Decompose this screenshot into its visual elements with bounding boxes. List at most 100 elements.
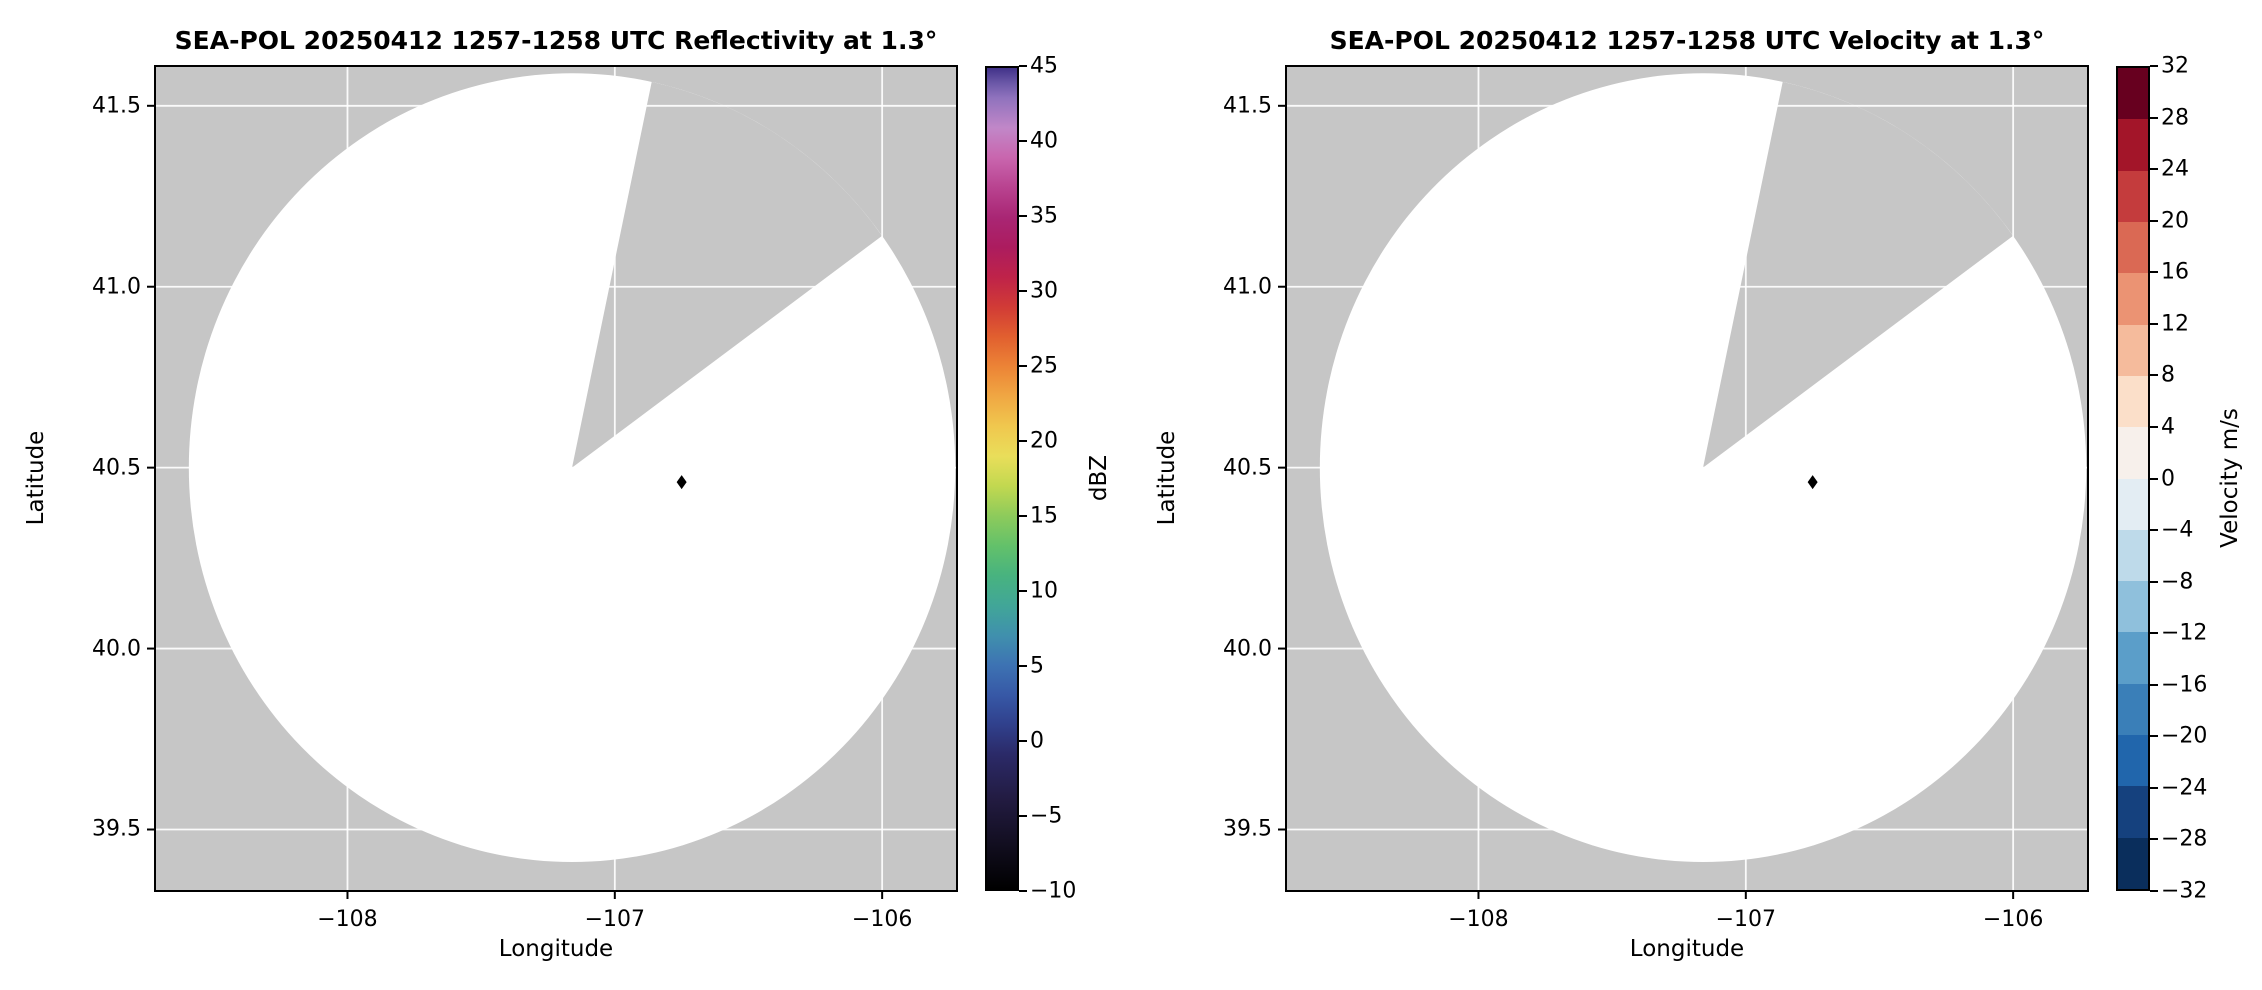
panel-title: SEA-POL 20250412 1257-1258 UTC Velocity … bbox=[1329, 26, 2045, 55]
x-axis-label: Longitude bbox=[498, 936, 614, 962]
colorbar-segment bbox=[2118, 273, 2148, 325]
site-marker bbox=[1807, 475, 1818, 490]
colorbar-tickmark bbox=[2150, 786, 2158, 789]
colorbar-segment bbox=[2118, 375, 2148, 428]
y-tick-label: 40.5 bbox=[92, 455, 141, 481]
colorbar-tickmark bbox=[1019, 665, 1027, 667]
colorbar-tick-label: −10 bbox=[1030, 878, 1077, 904]
colorbar-tick-label: 4 bbox=[2161, 414, 2175, 440]
colorbar-tickmark bbox=[2150, 322, 2158, 325]
reflectivity-colorbar bbox=[985, 66, 1019, 891]
colorbar-unit-label: Velocity m/s bbox=[2217, 408, 2243, 548]
colorbar-tickmark bbox=[1019, 440, 1027, 442]
colorbar-tickmark bbox=[1019, 215, 1027, 217]
x-tick-label: −108 bbox=[1448, 907, 1509, 932]
colorbar-tick-label: −12 bbox=[2161, 620, 2208, 646]
colorbar-tickmark bbox=[1019, 890, 1027, 892]
colorbar-bar bbox=[2118, 68, 2148, 889]
colorbar-tick-label: 12 bbox=[2161, 311, 2189, 337]
y-tick-label: 41.5 bbox=[92, 93, 141, 119]
colorbar-tick-label: 30 bbox=[1030, 278, 1058, 304]
colorbar-tick-label: 28 bbox=[2161, 105, 2189, 131]
colorbar-tick-label: −20 bbox=[2161, 723, 2208, 749]
colorbar-segment bbox=[2118, 324, 2148, 376]
panel-title: SEA-POL 20250412 1257-1258 UTC Reflectiv… bbox=[174, 26, 938, 55]
colorbar-tick-label: 25 bbox=[1030, 353, 1058, 379]
colorbar-tick-label: 10 bbox=[1030, 578, 1058, 604]
colorbar-tickmark bbox=[2150, 219, 2158, 222]
ppi-plot bbox=[147, 65, 958, 899]
colorbar-segment bbox=[2118, 68, 2148, 120]
colorbar-segment bbox=[2118, 581, 2148, 633]
y-tick-label: 40.0 bbox=[92, 636, 141, 662]
ppi-plot-area bbox=[1278, 65, 2089, 899]
x-tick-label: −108 bbox=[317, 907, 378, 932]
missing-data-sector bbox=[1703, 81, 2014, 468]
colorbar-segment bbox=[2118, 529, 2148, 582]
colorbar-tickmark bbox=[2150, 271, 2158, 274]
colorbar-tick-label: 35 bbox=[1030, 203, 1058, 229]
colorbar-tick-label: −24 bbox=[2161, 775, 2208, 801]
colorbar-tick-label: 24 bbox=[2161, 156, 2189, 182]
y-tick-label: 40.5 bbox=[1223, 455, 1272, 481]
plot-content bbox=[1286, 66, 2088, 891]
colorbar-tick-label: 0 bbox=[2161, 466, 2175, 491]
y-tick-label: 41.0 bbox=[1223, 274, 1272, 300]
colorbar-segment bbox=[2118, 683, 2148, 736]
colorbar-tick-label: −8 bbox=[2161, 569, 2194, 595]
colorbar-tickmark bbox=[1019, 740, 1027, 742]
colorbar-tick-label: −28 bbox=[2161, 826, 2208, 852]
y-tick-label: 39.5 bbox=[1223, 816, 1272, 842]
ppi-plot-area bbox=[147, 65, 958, 899]
axes-border bbox=[154, 65, 958, 892]
colorbar-segment bbox=[2118, 478, 2148, 530]
colorbar-tickmark bbox=[1019, 515, 1027, 517]
y-tick-label: 41.5 bbox=[1223, 93, 1272, 119]
colorbar-segment bbox=[2118, 786, 2148, 838]
x-axis-label: Longitude bbox=[1629, 936, 1745, 962]
colorbar-tickmark bbox=[1019, 815, 1027, 817]
colorbar-tick-label: 0 bbox=[1030, 728, 1044, 754]
x-tick-label: −106 bbox=[851, 907, 913, 932]
colorbar-tickmark bbox=[2150, 116, 2158, 119]
colorbar-tickmark bbox=[1019, 365, 1027, 367]
y-tick-label: 39.5 bbox=[92, 816, 141, 842]
colorbar-tick-label: 8 bbox=[2161, 362, 2175, 388]
colorbar-tickmark bbox=[2150, 168, 2158, 171]
x-tick-label: −107 bbox=[1715, 907, 1777, 932]
colorbar-tickmark bbox=[1019, 140, 1027, 142]
velocity-colorbar bbox=[2116, 66, 2150, 891]
colorbar-tickmark bbox=[2150, 374, 2158, 377]
plot-content bbox=[155, 66, 957, 891]
colorbar-unit-label: dBZ bbox=[1086, 454, 1112, 502]
velocity-panel: SEA-POL 20250412 1257-1258 UTC Velocity … bbox=[1131, 0, 2262, 990]
colorbar-tickmark bbox=[2150, 529, 2158, 532]
site-marker bbox=[676, 475, 687, 490]
colorbar-tick-label: 20 bbox=[1030, 428, 1058, 454]
colorbar-tickmark bbox=[1019, 65, 1027, 67]
colorbar-segment bbox=[2118, 427, 2148, 479]
colorbar-tickmark bbox=[2150, 65, 2158, 67]
x-tick-label: −107 bbox=[584, 907, 646, 932]
colorbar-segment bbox=[2118, 119, 2148, 171]
ppi-plot bbox=[1278, 65, 2089, 899]
colorbar-tick-label: 15 bbox=[1030, 503, 1058, 529]
colorbar-tickmark bbox=[1019, 290, 1027, 292]
y-tick-label: 40.0 bbox=[1223, 636, 1272, 662]
colorbar-tick-label: 20 bbox=[2161, 208, 2189, 234]
colorbar-tick-label: 16 bbox=[2161, 259, 2189, 285]
colorbar-tickmark bbox=[2150, 735, 2158, 738]
colorbar-bar bbox=[987, 68, 1017, 889]
colorbar-segment bbox=[2118, 837, 2148, 889]
colorbar-tickmark bbox=[2150, 890, 2158, 892]
colorbar-tick-label: 32 bbox=[2161, 53, 2189, 79]
colorbar-tick-label: −4 bbox=[2161, 517, 2194, 543]
colorbar-tickmark bbox=[2150, 838, 2158, 841]
colorbar-tickmark bbox=[2150, 425, 2158, 428]
colorbar-tick-label: 5 bbox=[1030, 653, 1044, 679]
x-tick-label: −106 bbox=[1982, 907, 2044, 932]
colorbar-tickmark bbox=[2150, 632, 2158, 635]
colorbar-segment bbox=[2118, 735, 2148, 787]
colorbar-tick-label: −16 bbox=[2161, 672, 2208, 698]
colorbar-tickmark bbox=[2150, 580, 2158, 583]
